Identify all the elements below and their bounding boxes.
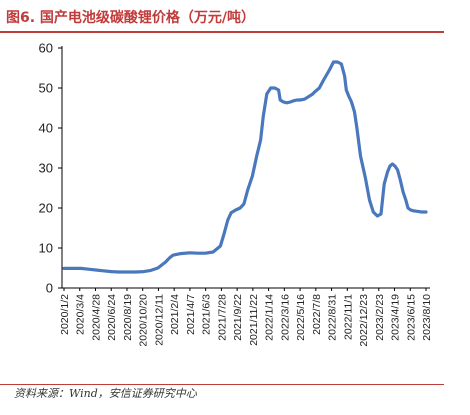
title-divider (0, 31, 444, 33)
x-tick-label: 2020/3/4 (75, 294, 87, 335)
x-tick-label: 2021/7/28 (216, 294, 228, 341)
figure-header: 图6. 国产电池级碳酸锂价格（万元/吨） (0, 0, 470, 33)
x-tick-label: 2023/4/19 (390, 294, 402, 341)
y-tick-label: 50 (39, 81, 53, 96)
y-tick-label: 10 (39, 241, 53, 256)
x-tick-label: 2020/6/24 (106, 294, 118, 341)
x-tick-label: 2022/3/16 (279, 294, 291, 341)
x-tick-label: 2022/1/14 (264, 294, 276, 341)
x-tick-label: 2023/6/15 (405, 294, 417, 341)
x-tick-label: 2021/6/3 (201, 294, 213, 335)
x-axis: 2020/1/2 2020/3/4 2020/4/28 2020/6/24 2020/8… (59, 287, 433, 347)
y-tick-label: 0 (46, 281, 53, 296)
y-axis: 0 10 20 30 40 50 60 (39, 41, 63, 296)
x-tick-label: 2021/11/22 (248, 294, 260, 346)
x-tick-label: 2021/2/4 (169, 294, 181, 335)
x-tick-label: 2020/12/11 (153, 294, 165, 346)
x-tick-label: 2020/8/19 (122, 294, 134, 341)
figure-title: 图6. 国产电池级碳酸锂价格（万元/吨） (6, 10, 256, 26)
plot-area (62, 60, 428, 274)
y-tick-label: 30 (39, 161, 53, 176)
x-tick-label: 2020/10/20 (138, 294, 150, 347)
x-tick-label: 2022/12/23 (358, 294, 370, 347)
y-tick-label: 60 (39, 41, 53, 56)
x-tick-label: 2023/2/23 (374, 294, 386, 341)
x-tick-label: 2022/5/16 (295, 294, 307, 341)
price-series-line (62, 60, 428, 274)
x-tick-label: 2022/8/31 (327, 294, 339, 341)
x-tick-label: 2021/4/7 (185, 294, 197, 335)
y-tick-label: 20 (39, 201, 53, 216)
x-tick-label: 2023/8/10 (421, 294, 433, 341)
x-tick-label: 2022/11/1 (342, 294, 354, 340)
source-divider (0, 384, 444, 385)
source-note: 资料来源：Wind，安信证券研究中心 (14, 387, 197, 400)
y-tick-label: 40 (39, 121, 53, 136)
x-tick-label: 2022/7/8 (311, 294, 323, 335)
x-tick-label: 2021/9/22 (232, 294, 244, 341)
x-tick-label: 2020/1/2 (59, 294, 71, 335)
x-tick-label: 2020/4/28 (90, 294, 102, 341)
